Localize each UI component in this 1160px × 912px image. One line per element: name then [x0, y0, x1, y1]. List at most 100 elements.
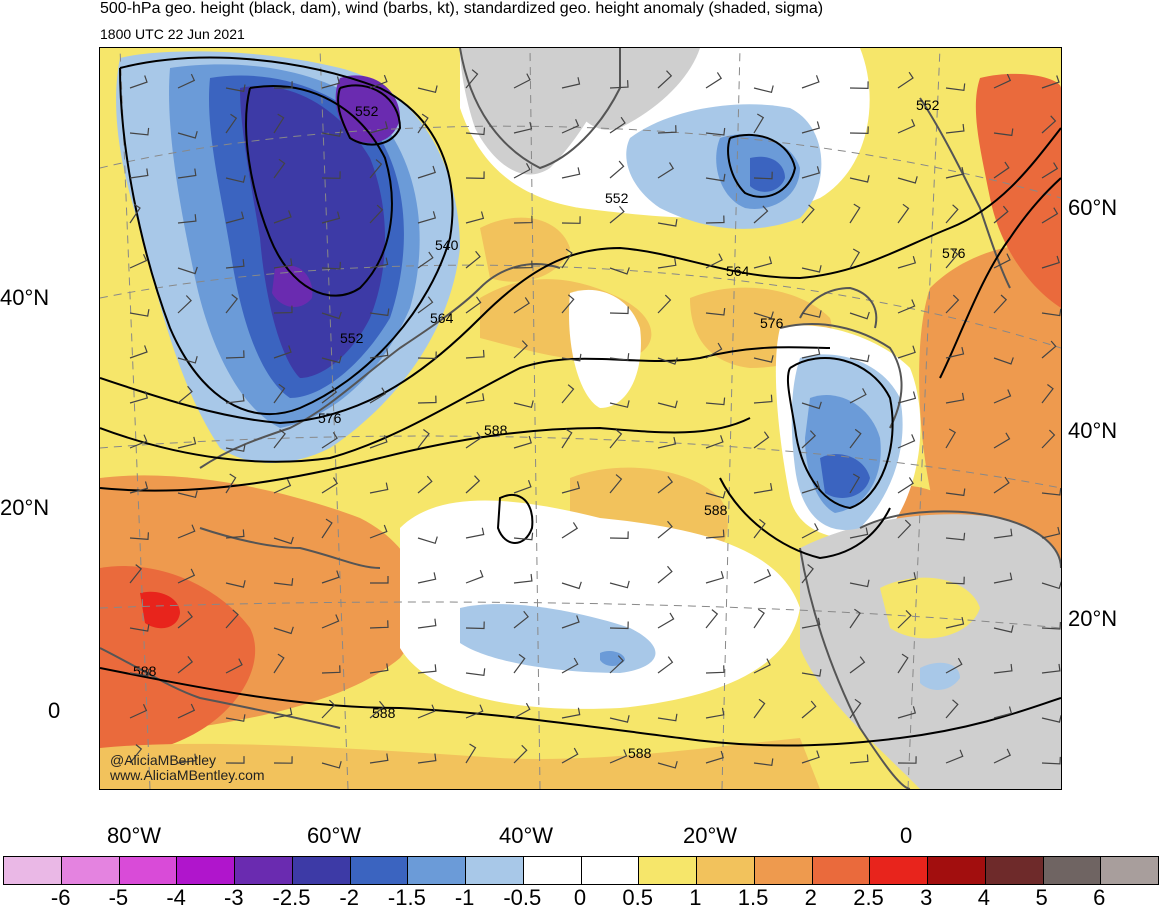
contour-label: 576	[942, 245, 966, 261]
colorbar-bin	[235, 857, 293, 884]
wind-barb	[849, 698, 862, 719]
coast-british-isles	[799, 286, 878, 329]
wind-barb	[465, 171, 485, 180]
wind-barb	[369, 308, 390, 317]
wind-barb	[609, 429, 623, 449]
wind-barb	[561, 353, 582, 362]
wind-barb	[705, 609, 719, 629]
wind-barb	[657, 761, 678, 769]
wind-barb	[1041, 207, 1059, 224]
graticule-lon-80w	[119, 48, 151, 789]
wind-barb	[561, 481, 581, 494]
wind-barb	[321, 477, 339, 494]
wind-barb	[1041, 75, 1060, 89]
wind-barb	[1041, 488, 1061, 496]
wind-barb	[993, 748, 1011, 764]
wind-barb	[369, 159, 383, 179]
wind-barb	[129, 564, 143, 584]
wind-barb	[465, 475, 481, 494]
wind-barb	[705, 173, 726, 182]
wind-barb	[369, 700, 385, 719]
coast-caribbean	[199, 527, 381, 569]
wind-barb	[753, 394, 773, 404]
anomaly-peak-caribbean	[140, 591, 180, 629]
wind-barb	[609, 580, 630, 589]
colorbar-label: -5	[108, 885, 129, 910]
wind-barb	[513, 532, 534, 541]
wind-barb	[513, 340, 528, 359]
wind-barb	[849, 754, 869, 764]
wind-barb	[321, 761, 342, 769]
wind-barb	[609, 749, 628, 764]
wind-barb	[129, 668, 150, 677]
colorbar-bin	[119, 857, 178, 884]
wind-barb	[1041, 162, 1059, 179]
wind-barb	[129, 391, 149, 404]
wind-barb	[849, 81, 869, 90]
wind-barb	[849, 388, 867, 404]
wind-barb	[705, 571, 725, 584]
wind-barb	[801, 166, 821, 179]
colorbar-label: -1	[454, 885, 475, 910]
wind-barb	[273, 210, 292, 224]
wind-barb	[801, 750, 820, 764]
wind-barb	[753, 171, 773, 180]
wind-barb	[273, 536, 294, 545]
graticule-lon-0	[907, 48, 941, 789]
wind-barb	[417, 395, 437, 404]
wind-barb	[609, 474, 623, 494]
contour-label: 588	[484, 422, 508, 438]
contour-552	[119, 56, 454, 416]
wind-barb	[129, 253, 148, 269]
contour-label: 588	[372, 705, 396, 721]
wind-barb	[609, 116, 626, 134]
colorbar-label: -0.5	[503, 885, 542, 910]
wind-barb	[225, 580, 246, 588]
contour-label: 540	[435, 237, 459, 253]
wind-barb	[753, 85, 774, 94]
coast-north-africa	[859, 510, 1061, 569]
wind-barb	[513, 573, 533, 584]
wind-barb	[657, 476, 674, 494]
contour-label: 552	[605, 190, 629, 206]
wind-barb	[801, 204, 815, 224]
wind-barb	[321, 261, 341, 270]
wind-barb	[705, 342, 723, 359]
contour-label: 552	[916, 97, 940, 113]
colorbar-label: 3	[920, 885, 933, 910]
wind-barb	[225, 444, 246, 452]
wind-barb	[273, 158, 286, 179]
colorbar-bin	[292, 857, 351, 884]
wind-barb	[657, 294, 672, 314]
lat-label-left: 40°N	[0, 285, 50, 310]
wind-barb	[561, 581, 582, 590]
wind-barb	[801, 669, 822, 677]
colorbar-bin	[985, 857, 1044, 884]
contour-tropical-high	[496, 493, 534, 544]
wind-barb	[273, 113, 285, 134]
wind-barb	[129, 203, 141, 224]
wind-barb	[609, 306, 629, 315]
wind-barb	[465, 69, 479, 89]
wind-barb	[177, 753, 197, 764]
wind-barb	[1041, 621, 1061, 630]
lon-label: 40°W	[499, 823, 554, 848]
wind-barb	[705, 397, 726, 406]
graticule	[100, 48, 1061, 789]
wind-barb	[993, 476, 1010, 494]
anomaly-darkblue-iberia	[820, 454, 870, 498]
wind-barb	[561, 428, 573, 449]
wind-barb	[225, 473, 237, 494]
contour-label: 552	[340, 330, 364, 346]
wind-barb	[129, 703, 148, 719]
wind-barb	[129, 532, 149, 540]
wind-barb	[801, 523, 819, 539]
wind-barb	[945, 204, 959, 224]
wind-barb	[801, 430, 817, 449]
wind-barb	[897, 299, 916, 314]
colorbar-bin	[408, 857, 466, 884]
colorbar-label: 0	[573, 885, 587, 910]
colorbar-label: -1.5	[387, 885, 426, 910]
graticule-lat-20	[100, 435, 1061, 489]
contour-label: 564	[430, 310, 454, 326]
